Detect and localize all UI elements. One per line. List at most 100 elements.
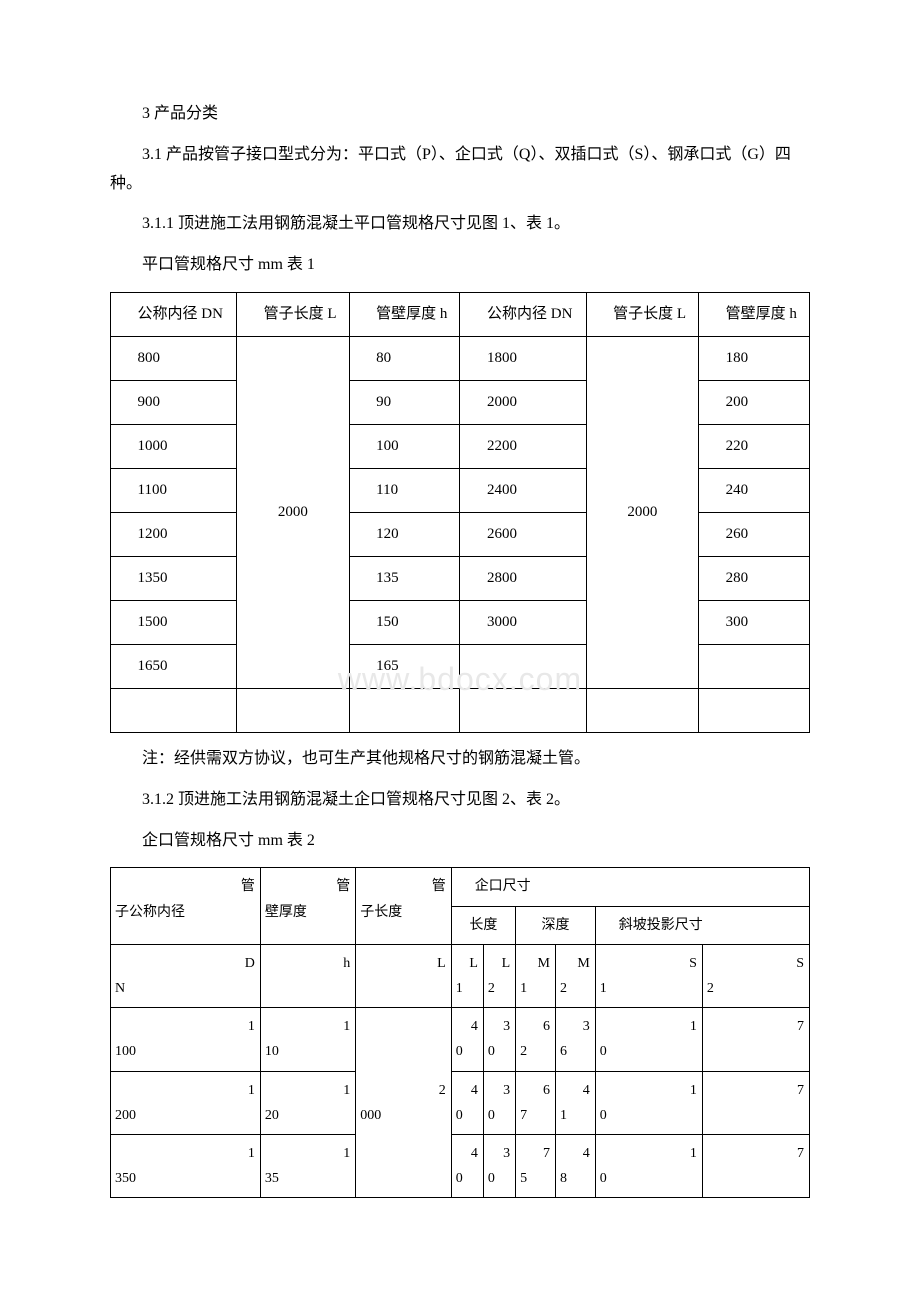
table1-cell: 2600 — [460, 512, 586, 556]
table1-cell: 800 — [111, 336, 237, 380]
table1-row: 1500 150 3000 300 — [111, 600, 810, 644]
para-pingkou-ref: 3.1.1 顶进施工法用钢筋混凝土平口管规格尺寸见图 1、表 1。 — [110, 210, 810, 239]
table1-header-dn2: 公称内径 DN — [460, 292, 586, 336]
heading-product-classification: 3 产品分类 — [110, 100, 810, 129]
table1-cell: 80 — [349, 336, 460, 380]
table1-cell: 300 — [699, 600, 810, 644]
table2-cell: 1200 — [111, 1071, 261, 1134]
table2-cell: 48 — [555, 1134, 595, 1197]
table1-cell: 2200 — [460, 424, 586, 468]
table1-row: 1350 135 2800 280 — [111, 556, 810, 600]
table1-header-len2: 管子长度 L — [586, 292, 699, 336]
table2-cell: 30 — [483, 1134, 515, 1197]
table1-header-h2: 管壁厚度 h — [699, 292, 810, 336]
table2-cell: 10 — [595, 1134, 702, 1197]
table1-cell: 110 — [349, 468, 460, 512]
table1-cell: 260 — [699, 512, 810, 556]
table1-row: 900 90 2000 200 — [111, 380, 810, 424]
table2-header-L2: L2 — [483, 944, 515, 1007]
table1-cell: 180 — [699, 336, 810, 380]
table1-row: 1000 100 2200 220 — [111, 424, 810, 468]
para-connector-types: 3.1 产品按管子接口型式分为：平口式（P）、企口式（Q）、双插口式（S）、钢承… — [110, 141, 810, 199]
table1-cell — [699, 644, 810, 688]
table2-header-L1: L1 — [451, 944, 483, 1007]
table1-cell: 165 — [349, 644, 460, 688]
table2-cell: 1350 — [111, 1134, 261, 1197]
table2-cell: 62 — [516, 1008, 556, 1071]
table1-cell: 1200 — [111, 512, 237, 556]
table2-header-h: 管壁厚度 — [260, 868, 355, 944]
table1-cell-length-merged: 2000 — [237, 336, 350, 688]
table2-cell: 67 — [516, 1071, 556, 1134]
table1-cell: 1650 — [111, 644, 237, 688]
table2-cell: 30 — [483, 1008, 515, 1071]
table1-pingkou-dimensions: 公称内径 DN 管子长度 L 管壁厚度 h 公称内径 DN 管子长度 L 管壁厚… — [110, 292, 810, 733]
table2-header-M2: M2 — [555, 944, 595, 1007]
table1-cell: 1800 — [460, 336, 586, 380]
table2-cell: 10 — [595, 1008, 702, 1071]
table1-cell: 1500 — [111, 600, 237, 644]
table1-row: 1100 110 2400 240 — [111, 468, 810, 512]
table2-header-qikou: 企口尺寸 — [451, 868, 809, 906]
table2-header-DN: DN — [111, 944, 261, 1007]
table1-header-h1: 管壁厚度 h — [349, 292, 460, 336]
table2-cell: 40 — [451, 1008, 483, 1071]
table1-header-dn1: 公称内径 DN — [111, 292, 237, 336]
table2-row: 1200 120 40 30 67 41 10 7 — [111, 1071, 810, 1134]
table2-qikou-dimensions: 管子公称内径 管壁厚度 管子长度 企口尺寸 长度 深度 斜坡投影尺寸 DN h … — [110, 867, 810, 1198]
table1-cell: 2400 — [460, 468, 586, 512]
table1-cell: 240 — [699, 468, 810, 512]
table2-header-S2: S2 — [702, 944, 809, 1007]
table2-cell: 7 — [702, 1008, 809, 1071]
table2-cell: 40 — [451, 1134, 483, 1197]
table1-cell-length-merged: 2000 — [586, 336, 699, 688]
table2-header-len: 管子长度 — [356, 868, 451, 944]
table2-cell: 7 — [702, 1071, 809, 1134]
table1-cell: 2000 — [460, 380, 586, 424]
table2-header-S1: S1 — [595, 944, 702, 1007]
table2-cell: 1100 — [111, 1008, 261, 1071]
caption-table2: 企口管规格尺寸 mm 表 2 — [110, 827, 810, 856]
table2-cell: 36 — [555, 1008, 595, 1071]
table2-header-L: L — [356, 944, 451, 1007]
table1-cell: 200 — [699, 380, 810, 424]
table2-header-row1: 管子公称内径 管壁厚度 管子长度 企口尺寸 — [111, 868, 810, 906]
para-qikou-ref: 3.1.2 顶进施工法用钢筋混凝土企口管规格尺寸见图 2、表 2。 — [110, 786, 810, 815]
table2-header-h2: h — [260, 944, 355, 1007]
table1-cell: 150 — [349, 600, 460, 644]
table2-cell: 10 — [595, 1071, 702, 1134]
table2-cell: 30 — [483, 1071, 515, 1134]
table1-cell: 280 — [699, 556, 810, 600]
table2-cell-length-merged: 2000 — [356, 1008, 451, 1198]
table1-row: 800 2000 80 1800 2000 180 — [111, 336, 810, 380]
caption-table1: 平口管规格尺寸 mm 表 1 — [110, 251, 810, 280]
table1-header-len1: 管子长度 L — [237, 292, 350, 336]
table1-cell — [460, 644, 586, 688]
table2-header-M1: M1 — [516, 944, 556, 1007]
table2-row: 1100 110 2000 40 30 62 36 10 7 — [111, 1008, 810, 1071]
table2-cell: 75 — [516, 1134, 556, 1197]
table1-row: 1200 120 2600 260 — [111, 512, 810, 556]
table1-cell: 1000 — [111, 424, 237, 468]
table2-header-slope: 斜坡投影尺寸 — [595, 906, 809, 944]
table1-cell: 900 — [111, 380, 237, 424]
table1-cell: 1350 — [111, 556, 237, 600]
table1-cell: 135 — [349, 556, 460, 600]
table2-cell: 40 — [451, 1071, 483, 1134]
table2-cell: 41 — [555, 1071, 595, 1134]
table1-cell: 120 — [349, 512, 460, 556]
table2-header-depth: 深度 — [516, 906, 596, 944]
table2-row: 1350 135 40 30 75 48 10 7 — [111, 1134, 810, 1197]
table1-header-row: 公称内径 DN 管子长度 L 管壁厚度 h 公称内径 DN 管子长度 L 管壁厚… — [111, 292, 810, 336]
table1-cell: 3000 — [460, 600, 586, 644]
table2-cell: 110 — [260, 1008, 355, 1071]
table2-cell: 7 — [702, 1134, 809, 1197]
table2-cell: 135 — [260, 1134, 355, 1197]
table1-cell: 90 — [349, 380, 460, 424]
table2-header-length: 长度 — [451, 906, 515, 944]
table2-header-row3: DN h L L1 L2 M1 M2 S1 S2 — [111, 944, 810, 1007]
table1-empty-row — [111, 688, 810, 732]
para-note-table1: 注：经供需双方协议，也可生产其他规格尺寸的钢筋混凝土管。 — [110, 745, 810, 774]
table2-cell: 120 — [260, 1071, 355, 1134]
table2-header-dn: 管子公称内径 — [111, 868, 261, 944]
